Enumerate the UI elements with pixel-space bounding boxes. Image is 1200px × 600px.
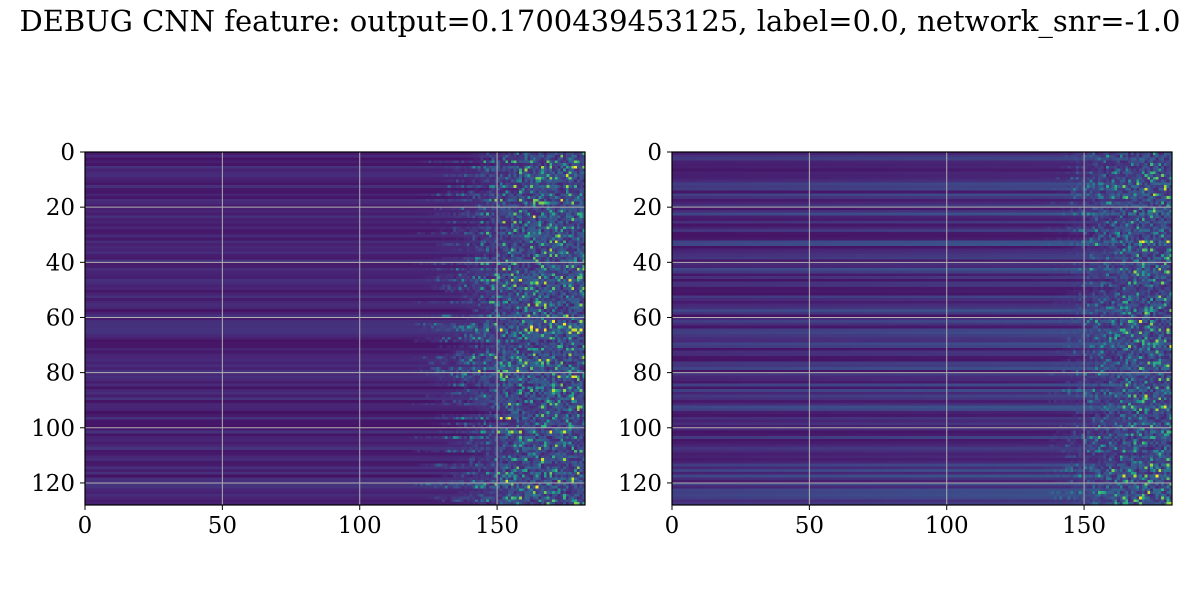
y-tick-label: 60 [46, 305, 75, 331]
x-tick-label: 0 [78, 513, 93, 539]
y-tick-label: 20 [46, 195, 75, 221]
x-tick-label: 150 [475, 513, 519, 539]
y-tick-label: 100 [31, 416, 75, 442]
y-tick-label: 120 [31, 471, 75, 497]
axes-frame [671, 151, 1173, 506]
y-tick-label: 40 [633, 250, 662, 276]
y-tick-label: 40 [46, 250, 75, 276]
heatmap-image [85, 152, 585, 505]
figure-title: DEBUG CNN feature: output=0.170043945312… [19, 4, 1181, 38]
y-tick-label: 100 [618, 416, 662, 442]
x-tick-label: 100 [338, 513, 382, 539]
x-tick-label: 50 [795, 513, 824, 539]
y-tick-label: 0 [647, 140, 662, 166]
x-tick-label: 0 [665, 513, 680, 539]
y-tick-label: 60 [633, 305, 662, 331]
y-tick-label: 80 [46, 361, 75, 387]
y-tick-label: 80 [633, 361, 662, 387]
heatmap-panel-left: 0 50 100 150 0 20 40 60 80 100 120 [31, 140, 586, 539]
x-tick-label: 150 [1062, 513, 1106, 539]
x-tick-label: 50 [208, 513, 237, 539]
axes-frame [84, 151, 586, 506]
heatmap-panel-right: 0 50 100 150 0 20 40 60 80 100 120 [618, 140, 1173, 539]
y-tick-label: 20 [633, 195, 662, 221]
y-tick-label: 120 [618, 471, 662, 497]
heatmap-image [672, 152, 1172, 505]
x-tick-label: 100 [925, 513, 969, 539]
y-tick-label: 0 [60, 140, 75, 166]
